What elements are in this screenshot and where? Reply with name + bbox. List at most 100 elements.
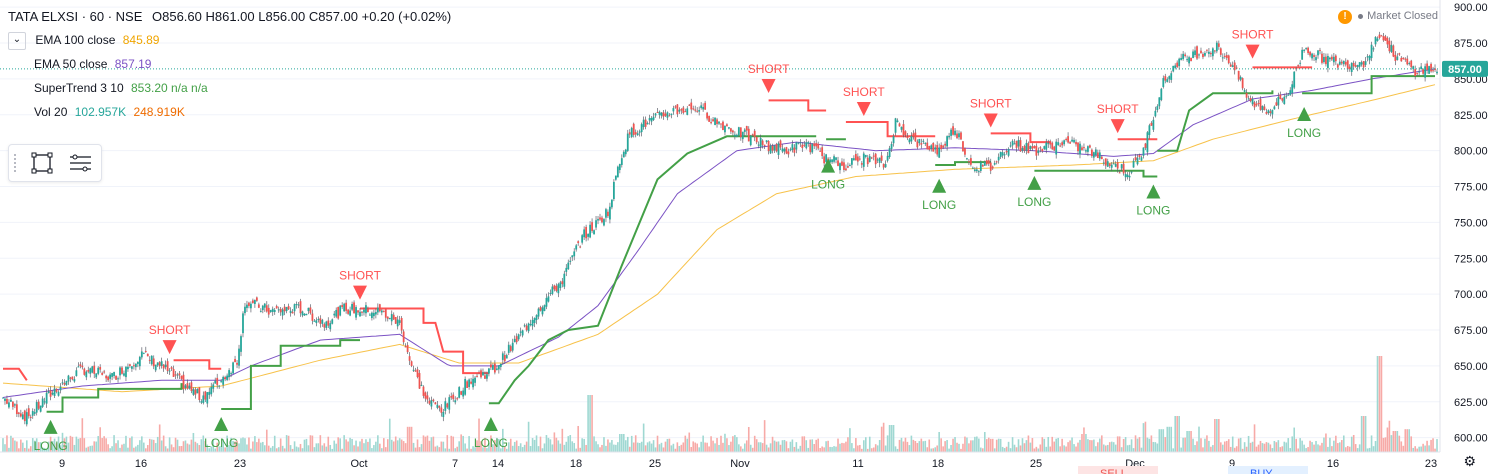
- candle-body: [95, 373, 98, 378]
- volume-bar: [557, 440, 560, 452]
- candle-body: [535, 315, 538, 321]
- volume-bar: [803, 436, 806, 452]
- chevron-down-icon[interactable]: ⌄: [8, 31, 26, 50]
- short-marker: [162, 340, 177, 355]
- volume-bar: [1150, 435, 1153, 452]
- volume-bar: [876, 445, 879, 452]
- candle-body: [476, 375, 478, 377]
- long-label: LONG: [474, 436, 508, 450]
- candle-body: [1057, 142, 1060, 145]
- volume-bar: [1142, 423, 1145, 452]
- candle-body: [646, 122, 649, 125]
- volume-bar: [626, 436, 629, 452]
- candle-body: [874, 153, 877, 165]
- volume-bar: [1366, 448, 1369, 452]
- volume-bar: [107, 444, 109, 452]
- volume-bar: [311, 435, 314, 452]
- volume-bar: [327, 436, 330, 452]
- volume-bar: [1134, 435, 1137, 452]
- volume-bar: [1364, 416, 1367, 452]
- short-label: SHORT: [843, 85, 885, 99]
- volume-bar: [1110, 441, 1113, 452]
- candle-body: [1227, 55, 1230, 64]
- volume-bar: [97, 436, 99, 452]
- candle-body: [1269, 111, 1272, 114]
- candle-body: [1396, 56, 1399, 61]
- candle-body: [686, 108, 689, 115]
- candle-body: [85, 371, 88, 378]
- gear-icon[interactable]: ⚙: [1463, 453, 1476, 469]
- volume-bar: [341, 448, 343, 452]
- indicator-volume[interactable]: Vol 20 102.957K 248.919K: [8, 100, 451, 124]
- candle-body: [333, 313, 336, 316]
- candle-body: [1206, 49, 1208, 51]
- candle-body: [958, 133, 960, 138]
- volume-bar: [1124, 437, 1127, 452]
- volume-bar: [1293, 427, 1296, 452]
- sell-label: SELL: [1100, 468, 1127, 474]
- candle-body: [908, 139, 911, 143]
- time-tick-label: 16: [135, 458, 147, 470]
- volume-bar: [400, 439, 403, 452]
- indicator-ema50[interactable]: EMA 50 close 857.19: [8, 52, 451, 76]
- volume-bar: [210, 446, 213, 452]
- volume-bar: [567, 436, 570, 452]
- volume-bar: [361, 438, 363, 452]
- volume-bar: [1184, 437, 1186, 452]
- volume-bar: [694, 442, 697, 452]
- candle-body: [539, 307, 542, 311]
- candle-body: [1253, 102, 1256, 108]
- volume-bar: [545, 435, 548, 452]
- volume-bar: [1287, 438, 1290, 452]
- candle-body: [954, 130, 956, 135]
- warning-icon[interactable]: !: [1338, 10, 1353, 24]
- volume-bar: [426, 435, 429, 452]
- candle-body: [1007, 148, 1010, 156]
- candle-body: [462, 390, 465, 397]
- candle-body: [1180, 57, 1183, 60]
- volume-bar: [1073, 444, 1075, 452]
- volume-bar: [39, 442, 42, 452]
- volume-bar: [771, 436, 774, 452]
- candle-body: [119, 367, 121, 376]
- volume-bar: [379, 443, 381, 452]
- candle-body: [123, 373, 125, 376]
- candle-body: [273, 310, 276, 312]
- volume-bar: [305, 438, 308, 452]
- volume-bar: [1408, 429, 1411, 452]
- candle-body: [569, 260, 572, 262]
- volume-bar: [970, 440, 972, 452]
- candle-body: [1160, 88, 1163, 100]
- drag-handle-icon[interactable]: [13, 153, 17, 173]
- candle-body: [1186, 59, 1188, 61]
- candle-body: [432, 399, 435, 402]
- market-status[interactable]: ! Market Closed: [1338, 10, 1438, 24]
- candle-body: [15, 404, 18, 415]
- supertrend-up-line: [1302, 75, 1435, 95]
- candle-body: [150, 355, 153, 365]
- candle-body: [236, 362, 238, 365]
- indicator-ema100[interactable]: ⌄ EMA 100 close 845.89: [8, 28, 451, 52]
- candle-body: [642, 119, 645, 128]
- candle-body: [1041, 148, 1044, 152]
- volume-bar: [196, 443, 199, 452]
- indicator-supertrend[interactable]: SuperTrend 3 10 853.20 n/a n/a: [8, 76, 451, 100]
- candle-body: [1023, 146, 1026, 151]
- settings-lines-icon[interactable]: [65, 148, 95, 178]
- candle-body: [614, 175, 617, 180]
- volume-bar: [250, 448, 252, 452]
- candle-body: [1158, 97, 1161, 107]
- candle-body: [757, 144, 760, 146]
- candle-body: [1378, 34, 1381, 38]
- rectangle-icon[interactable]: [27, 148, 57, 178]
- volume-bar: [861, 448, 863, 452]
- volume-bar: [1406, 429, 1409, 452]
- volume-bar: [1007, 441, 1010, 452]
- volume-bar: [1374, 441, 1377, 452]
- candle-body: [242, 313, 244, 334]
- candle-body: [1426, 63, 1428, 70]
- candle-body: [59, 386, 62, 391]
- volume-bar: [1045, 446, 1048, 452]
- candle-body: [440, 407, 443, 413]
